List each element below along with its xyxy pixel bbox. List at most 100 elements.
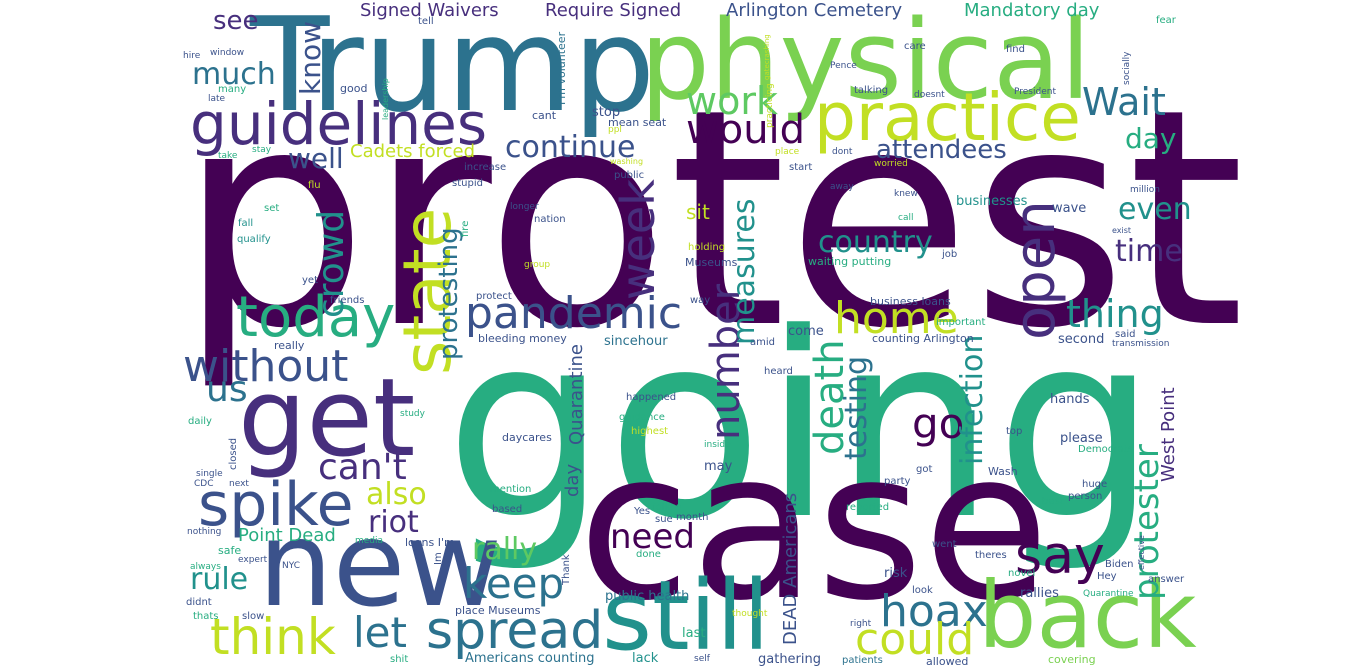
word-business-loans: business loans	[870, 295, 951, 308]
word-quarantine-small: Quarantine	[1083, 589, 1134, 599]
word-rally: rally	[472, 532, 538, 567]
word-increase: increase	[464, 162, 507, 173]
word-americans-counting: Americans counting	[465, 651, 595, 666]
word-businesses: businesses	[956, 194, 1028, 209]
word-wash: Wash	[988, 465, 1018, 478]
word-mention: mention	[490, 484, 532, 495]
word-back: back	[978, 562, 1197, 669]
word-done: done	[636, 549, 661, 560]
word-didnt: didnt	[186, 597, 212, 608]
word-even: even	[1118, 192, 1192, 227]
word-qualify: qualify	[237, 234, 271, 245]
word-shit: shit	[390, 654, 409, 665]
word-holding: holding	[688, 242, 726, 253]
word-spike: spike	[198, 470, 354, 540]
word-get: get	[238, 356, 416, 481]
word-public: public	[614, 170, 645, 181]
word-leadership: leadership	[381, 78, 390, 120]
word-away: away	[830, 182, 854, 192]
word-fire: fire	[460, 220, 471, 237]
word-dead-americans: DEAD Americans	[780, 492, 801, 645]
word-really: really	[274, 339, 305, 352]
word-need: need	[610, 517, 695, 557]
word-see: see	[213, 6, 259, 36]
word-continue: continue	[505, 130, 636, 165]
word-waiting-putting: waiting putting	[808, 255, 892, 268]
word-spread: spread	[426, 601, 604, 661]
word-many: many	[218, 84, 247, 95]
word-rule: rule	[190, 562, 249, 597]
word-expert: expert	[238, 555, 268, 565]
word-last: last	[682, 626, 706, 641]
word-hands: hands	[1050, 392, 1090, 407]
word-still: still	[602, 560, 770, 669]
word-inside: inside	[704, 440, 731, 450]
word-thats: thats	[193, 611, 219, 622]
word-bleeding-money: bleeding money	[478, 332, 567, 345]
word-cant-small: cant	[532, 109, 557, 122]
word-went: went	[932, 539, 957, 550]
word-well: well	[288, 142, 344, 175]
word-stupid: stupid	[452, 178, 483, 189]
word-guidance: guidance	[619, 412, 665, 423]
word-answer: answer	[1148, 574, 1185, 585]
word-think: think	[210, 608, 336, 666]
word-happened: happened	[626, 392, 677, 403]
word-pandemic: pandemic	[465, 288, 683, 339]
word-fear: fear	[1156, 15, 1176, 26]
word-protesting: protesting	[434, 227, 464, 360]
word-infection: infection	[955, 334, 990, 465]
word-knew: knew	[894, 189, 918, 199]
word-month: month	[676, 512, 709, 523]
word-west-point: West Point	[1158, 387, 1179, 482]
word-signed-waivers: Signed Waivers	[360, 0, 499, 21]
word-president: President	[1014, 87, 1056, 97]
word-without: without	[183, 341, 349, 392]
word-friends: friends	[330, 295, 365, 306]
word-say: say	[1015, 526, 1105, 586]
word-new: new	[258, 495, 502, 633]
word-time: time	[1115, 234, 1183, 269]
word-study: study	[400, 409, 425, 419]
word-find: find	[1006, 44, 1025, 55]
word-next: next	[229, 479, 249, 489]
word-physical: physical	[640, 0, 1091, 124]
word-public-health: public health	[605, 589, 690, 604]
word-protest: protest	[178, 45, 1245, 394]
word-rallies: rallies	[1020, 586, 1059, 601]
word-could: could	[855, 614, 975, 665]
word-nyc: NYC	[282, 561, 301, 571]
word-keep: keep	[463, 559, 565, 608]
word-also: also	[366, 477, 427, 512]
word-work: work	[686, 79, 778, 123]
word-daycares: daycares	[502, 431, 552, 444]
word-cdc: CDC	[194, 479, 214, 489]
word-best: best	[1042, 496, 1064, 507]
word-always: always	[190, 562, 221, 572]
word-measures: measures	[727, 198, 762, 345]
word-practicing: practicing	[765, 83, 775, 128]
word-wait: Wait	[1082, 80, 1166, 124]
word-transmission: transmission	[1112, 339, 1170, 349]
word-flu: flu	[308, 180, 321, 191]
word-home: home	[834, 293, 959, 344]
word-mean-seat: mean seat	[608, 116, 667, 129]
word-thank: Thank	[561, 554, 572, 585]
word-week: week	[611, 179, 665, 300]
word-us: us	[206, 369, 248, 410]
word-thought: thought	[732, 609, 768, 619]
word-yet: yet	[302, 275, 318, 286]
word-arlington-cemetery: Arlington Cemetery	[726, 0, 903, 21]
word-worried: worried	[874, 159, 908, 169]
word-patients: patients	[842, 655, 883, 666]
word-longer: longer	[510, 202, 539, 212]
word-stop: stop	[592, 105, 621, 120]
word-thing: thing	[1066, 292, 1164, 336]
word-exist: exist	[1112, 226, 1132, 235]
word-much: much	[192, 57, 276, 92]
word-counting-arlington: counting Arlington	[872, 332, 974, 345]
word-testing: testing	[839, 355, 874, 460]
word-please: please	[1060, 431, 1103, 446]
word-media: media	[355, 536, 384, 546]
word-case: case	[578, 408, 1050, 646]
